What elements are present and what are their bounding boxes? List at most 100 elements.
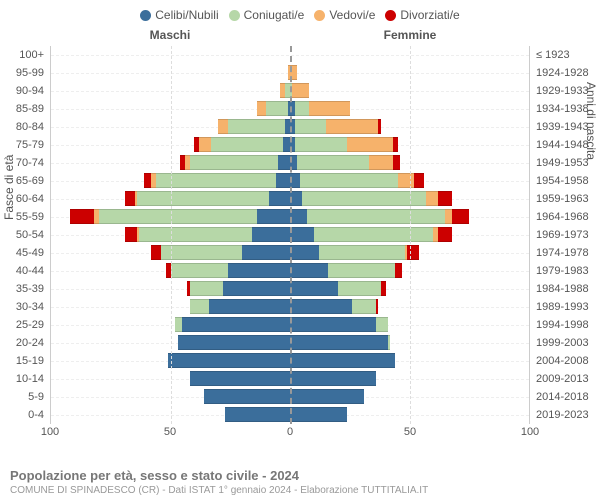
birth-label: 1969-1973 (536, 226, 600, 244)
legend-item: Coniugati/e (229, 8, 305, 22)
male-bar (51, 82, 290, 100)
bar-row (51, 136, 529, 154)
segment-married (266, 101, 288, 116)
segment-married (376, 317, 388, 332)
male-bar (51, 64, 290, 82)
birth-label: 1964-1968 (536, 208, 600, 226)
segment-widowed (369, 155, 393, 170)
age-label: 90-94 (0, 82, 44, 100)
birth-label: 1939-1943 (536, 118, 600, 136)
segment-widowed (426, 191, 438, 206)
bar-row (51, 208, 529, 226)
age-label: 40-44 (0, 262, 44, 280)
female-bar (290, 64, 529, 82)
legend-swatch (229, 10, 240, 21)
age-label: 60-64 (0, 190, 44, 208)
x-tick: 50 (164, 426, 176, 438)
female-bar (290, 244, 529, 262)
legend-item: Celibi/Nubili (140, 8, 218, 22)
segment-divorced (151, 245, 161, 260)
age-label: 95-99 (0, 64, 44, 82)
age-label: 80-84 (0, 118, 44, 136)
gender-headers: Maschi Femmine (0, 28, 600, 42)
segment-divorced (125, 191, 135, 206)
age-label: 85-89 (0, 100, 44, 118)
age-axis: 100+95-9990-9485-8980-8475-7970-7465-696… (0, 46, 50, 424)
segment-divorced (393, 137, 398, 152)
segment-divorced (438, 191, 452, 206)
segment-single (290, 281, 338, 296)
male-bar (51, 46, 290, 64)
segment-single (290, 299, 352, 314)
segment-divorced (414, 173, 424, 188)
x-tick: 50 (404, 426, 416, 438)
segment-divorced (452, 209, 469, 224)
segment-married (228, 119, 285, 134)
segment-widowed (347, 137, 392, 152)
bar-row (51, 334, 529, 352)
segment-single (290, 389, 364, 404)
birth-label: 1979-1983 (536, 262, 600, 280)
segment-single (283, 137, 290, 152)
legend-swatch (385, 10, 396, 21)
birth-label: 1954-1958 (536, 172, 600, 190)
birth-label: 1999-2003 (536, 334, 600, 352)
bar-row (51, 226, 529, 244)
segment-single (276, 173, 290, 188)
birth-label: 2004-2008 (536, 352, 600, 370)
segment-divorced (144, 173, 151, 188)
segment-single (290, 335, 388, 350)
segment-divorced (376, 299, 378, 314)
female-bar (290, 406, 529, 424)
birth-label: 1994-1998 (536, 316, 600, 334)
age-label: 100+ (0, 46, 44, 64)
segment-married (319, 245, 405, 260)
age-label: 0-4 (0, 406, 44, 424)
birth-label: 1959-1963 (536, 190, 600, 208)
female-bar (290, 136, 529, 154)
female-bar (290, 226, 529, 244)
male-bar (51, 334, 290, 352)
female-bar (290, 82, 529, 100)
male-bar (51, 262, 290, 280)
birth-year-axis: ≤ 19231924-19281929-19331934-19381939-19… (530, 46, 600, 424)
age-label: 55-59 (0, 208, 44, 226)
bar-row (51, 82, 529, 100)
segment-single (290, 245, 319, 260)
bar-row (51, 298, 529, 316)
male-bar (51, 154, 290, 172)
female-bar (290, 370, 529, 388)
birth-label: 2014-2018 (536, 388, 600, 406)
segment-divorced (407, 245, 419, 260)
legend-label: Vedovi/e (329, 8, 375, 22)
segment-married (314, 227, 434, 242)
segment-single (278, 155, 290, 170)
female-bar (290, 208, 529, 226)
female-bar (290, 46, 529, 64)
segment-divorced (395, 263, 402, 278)
bar-row (51, 46, 529, 64)
birth-label: 1924-1928 (536, 64, 600, 82)
age-label: 10-14 (0, 370, 44, 388)
birth-label: 2009-2013 (536, 370, 600, 388)
segment-married (156, 173, 276, 188)
bar-row (51, 118, 529, 136)
chart-footer: Popolazione per età, sesso e stato civil… (10, 468, 590, 496)
segment-divorced (381, 281, 386, 296)
legend-item: Divorziati/e (385, 8, 459, 22)
segment-single (257, 209, 290, 224)
segment-single (242, 245, 290, 260)
segment-single (228, 263, 290, 278)
male-bar (51, 352, 290, 370)
birth-label: 1934-1938 (536, 100, 600, 118)
bar-row (51, 190, 529, 208)
chart-subtitle: COMUNE DI SPINADESCO (CR) - Dati ISTAT 1… (10, 485, 590, 496)
birth-label: 2019-2023 (536, 406, 600, 424)
segment-widowed (398, 173, 415, 188)
segment-married (302, 191, 426, 206)
segment-married (352, 299, 376, 314)
segment-married (297, 155, 369, 170)
segment-married (338, 281, 381, 296)
male-bar (51, 280, 290, 298)
segment-married (171, 263, 228, 278)
